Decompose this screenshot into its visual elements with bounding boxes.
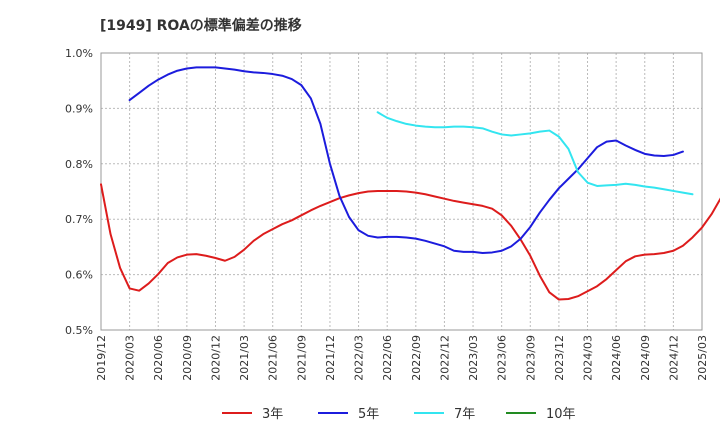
x-tick-label: 2024/03: [582, 335, 595, 381]
y-tick-label: 1.0%: [65, 47, 93, 60]
x-tick-label: 2021/06: [267, 335, 280, 381]
y-tick-label: 0.6%: [65, 269, 93, 282]
x-tick-label: 2023/03: [467, 335, 480, 381]
grid-layer: [101, 53, 702, 330]
x-axis-ticks: 2019/12 2020/03 2020/06 2020/09 2020/12 2021/…: [95, 335, 709, 381]
x-tick-label: 2020/06: [152, 335, 165, 381]
x-tick-label: 2019/12: [95, 335, 108, 381]
series-line: [128, 66, 684, 254]
series-7年: [376, 111, 694, 196]
x-tick-label: 2024/09: [639, 335, 652, 381]
x-tick-label: 2022/06: [381, 335, 394, 381]
legend: 3年 5年 7年 10年: [222, 407, 576, 422]
series-3年: [100, 183, 720, 301]
x-tick-label: 2024/06: [610, 335, 623, 381]
chart-title: [1949] ROAの標準偏差の推移: [100, 17, 302, 34]
legend-label: 3年: [262, 407, 283, 422]
legend-item: 5年: [318, 407, 379, 422]
y-tick-label: 0.7%: [65, 213, 93, 226]
x-tick-label: 2020/09: [181, 335, 194, 381]
x-tick-label: 2021/12: [324, 335, 337, 381]
series-line: [376, 111, 694, 196]
y-tick-label: 0.9%: [65, 102, 93, 115]
x-tick-label: 2020/12: [209, 335, 222, 381]
series-line: [100, 183, 720, 301]
legend-item: 7年: [414, 407, 475, 422]
legend-label: 7年: [454, 407, 475, 422]
x-tick-label: 2025/03: [696, 335, 709, 381]
x-tick-label: 2023/12: [553, 335, 566, 381]
y-tick-label: 0.8%: [65, 158, 93, 171]
legend-label: 5年: [358, 407, 379, 422]
x-tick-label: 2022/09: [410, 335, 423, 381]
legend-label: 10年: [546, 407, 576, 422]
x-tick-label: 2024/12: [667, 335, 680, 381]
x-tick-label: 2021/09: [295, 335, 308, 381]
legend-item: 10年: [506, 407, 576, 422]
x-tick-label: 2022/12: [438, 335, 451, 381]
series-layer: [100, 66, 720, 301]
y-tick-label: 0.5%: [65, 324, 93, 337]
x-tick-label: 2021/03: [238, 335, 251, 381]
x-tick-label: 2023/09: [524, 335, 537, 381]
x-tick-label: 2023/06: [496, 335, 509, 381]
series-5年: [128, 66, 684, 254]
plot-frame: [100, 52, 703, 331]
y-axis-ticks: 1.0% 0.9% 0.8% 0.7% 0.6% 0.5%: [65, 47, 93, 337]
x-tick-label: 2022/03: [353, 335, 366, 381]
x-tick-label: 2020/03: [124, 335, 137, 381]
legend-item: 3年: [222, 407, 283, 422]
